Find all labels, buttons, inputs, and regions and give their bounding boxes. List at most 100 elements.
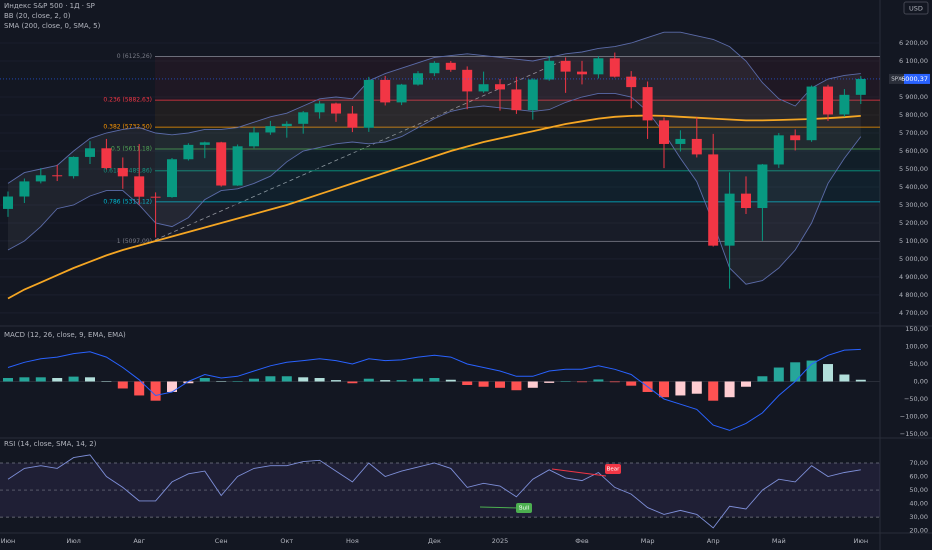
divergence-line [479, 506, 521, 509]
fib-label: 0.382 (5732,50) [103, 124, 152, 131]
candle-body [462, 69, 473, 92]
legend-entry: SMA (200, close, 0, SMA, 5) [4, 22, 101, 30]
candle-body [380, 79, 391, 103]
candle-body [183, 144, 194, 160]
histogram-bar [675, 381, 686, 396]
histogram-bar [413, 378, 423, 382]
fib-label: 0 (6125,26) [117, 53, 152, 60]
y-tick-label: 5 000,00 [899, 255, 928, 263]
x-tick-label: Июн [854, 537, 869, 545]
candle-body [347, 113, 358, 128]
histogram-bar [19, 377, 30, 382]
candle-body [134, 176, 145, 197]
histogram-bar [478, 381, 489, 387]
candle-body [839, 94, 850, 115]
annotation: Bull [519, 506, 530, 512]
price-tag [904, 73, 930, 84]
histogram-bar [183, 381, 194, 384]
candle-body [806, 86, 817, 141]
y-tick-label: 6 200,00 [899, 39, 928, 47]
y-tick-label: 6 100,00 [899, 57, 928, 65]
x-tick-label: Окт [280, 537, 293, 545]
histogram-bar [232, 381, 243, 382]
y-tick-label: 4 900,00 [899, 273, 928, 281]
x-tick-label: Мар [641, 537, 655, 545]
candle-body [790, 135, 801, 141]
histogram-bar [265, 376, 276, 382]
y-tick-label: 5 200,00 [899, 219, 928, 227]
histogram-bar [659, 381, 669, 398]
histogram-bar [609, 381, 620, 383]
histogram-bar [855, 379, 866, 382]
histogram-bar [527, 381, 538, 388]
histogram-bar [52, 378, 63, 382]
candle-body [757, 164, 768, 209]
y-tick-label: 70,00 [909, 459, 928, 467]
currency-box[interactable] [903, 1, 929, 15]
histogram-bar [298, 377, 309, 382]
candle-body [101, 148, 112, 169]
candle-body [331, 103, 341, 114]
candle-body [741, 193, 751, 209]
histogram-bar [560, 381, 571, 382]
line [7, 31, 861, 184]
candle-body [495, 84, 505, 90]
plot: 6 200,00 6 100,00 5 900,00 5 800,00 5 700,00… [0, 31, 930, 545]
histogram-bar [281, 376, 292, 382]
candle-body [249, 132, 259, 147]
y-tick-label: 4 800,00 [899, 291, 928, 299]
histogram-bar [462, 381, 473, 385]
histogram-bar [216, 381, 227, 382]
ticker-tag [889, 73, 904, 84]
histogram-bar [363, 378, 374, 382]
line [7, 348, 861, 431]
line [7, 114, 861, 300]
x-tick-label: 2025 [492, 537, 509, 545]
divergence-line [551, 468, 607, 477]
histogram-bar [199, 378, 210, 382]
candle-body [429, 62, 440, 74]
candle-body [265, 126, 276, 133]
histogram-bar [773, 367, 784, 382]
candle-body [626, 76, 637, 88]
candle-body [199, 142, 210, 145]
x-tick-label: Авг [133, 537, 145, 545]
candle-body [708, 154, 719, 246]
histogram-bar [511, 381, 522, 391]
histogram-bar [35, 377, 46, 382]
x-tick-label: Сен [215, 537, 228, 545]
histogram-bar [150, 381, 161, 401]
histogram-bar [757, 376, 768, 382]
chart-title: Индекс S&P 500 · 1Д · SP [4, 2, 95, 10]
candle-body [675, 138, 686, 144]
candle-body [527, 79, 538, 111]
candle-body [68, 156, 79, 177]
candle-body [544, 60, 555, 80]
histogram-bar [708, 381, 719, 401]
y-tick-label: −50,00 [904, 395, 928, 403]
histogram-bar [314, 378, 325, 382]
histogram-bar [495, 381, 505, 388]
x-tick-label: Фев [575, 537, 589, 545]
candle-body [396, 84, 407, 103]
pane-title: RSI (14, close, SMA, 14, 2) [4, 440, 97, 448]
y-tick-label: 5 600,00 [899, 147, 928, 155]
y-tick-label: 5 500,00 [899, 165, 928, 173]
fib-label: 1 (5097,09) [117, 238, 152, 245]
candle-body [413, 73, 423, 85]
currency[interactable]: USD [909, 5, 923, 13]
histogram-bar [445, 379, 456, 382]
candle-body [216, 142, 227, 186]
candle-body [167, 159, 177, 198]
y-tick-label: 5 300,00 [899, 201, 928, 209]
candle-body [117, 168, 128, 177]
histogram-bar [134, 381, 145, 396]
histogram-bar [741, 381, 751, 387]
y-tick-label: 150,00 [905, 325, 928, 333]
y-tick-label: 5 400,00 [899, 183, 928, 191]
price-tag-label: 6000,37 [901, 75, 928, 83]
candle-body [823, 86, 833, 115]
histogram-bar [544, 381, 555, 383]
